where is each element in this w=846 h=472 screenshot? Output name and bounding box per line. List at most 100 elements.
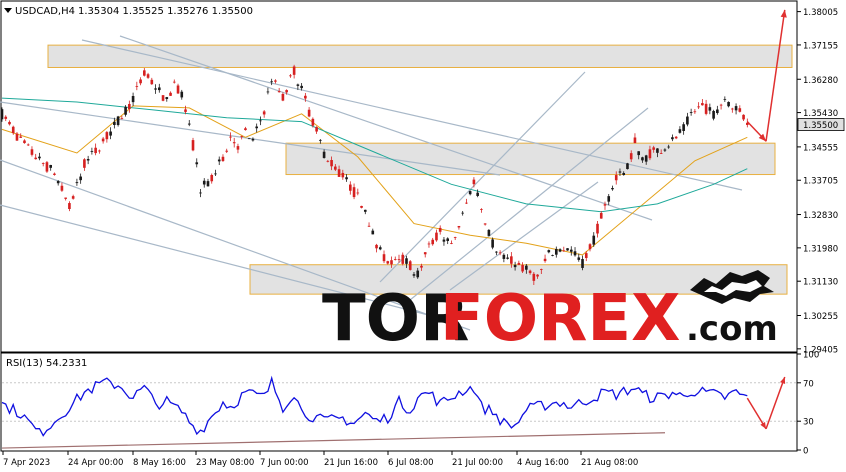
price-tick-label: 1.35430: [803, 109, 838, 119]
price-tick-label: 1.31980: [803, 244, 838, 254]
candle-body: [240, 136, 244, 138]
candle-body: [622, 172, 626, 176]
time-axis: 7 Apr 2023 24 Apr 00:00 8 May 16:00 23 May …: [2, 451, 638, 468]
candle-body: [581, 259, 584, 268]
candle-body: [734, 106, 738, 111]
candle-body: [540, 269, 543, 270]
candle-body: [15, 133, 19, 141]
watermark-logo: TOR FOREX .com: [322, 270, 778, 356]
candle-body: [656, 148, 659, 153]
watermark-forex: FOREX: [440, 282, 680, 356]
candle-body: [105, 132, 109, 140]
candle-body: [435, 232, 438, 241]
candle-body: [221, 156, 225, 162]
time-tick-label: 6 Jul 08:00: [388, 458, 434, 468]
candle-body: [352, 187, 356, 198]
candle-body: [547, 250, 551, 253]
candle-body: [210, 174, 214, 182]
candle-body: [143, 70, 146, 76]
candle-body: [307, 109, 311, 117]
candle-body: [116, 116, 120, 126]
candle-body: [671, 137, 674, 140]
candle-body: [465, 202, 468, 204]
forecast-arrows: [746, 9, 787, 142]
candle-body: [315, 127, 318, 132]
candle-body: [453, 237, 457, 238]
watermark-com: .com: [686, 309, 778, 349]
candle-body: [674, 136, 678, 139]
time-tick-label: 24 Apr 00:00: [68, 458, 123, 468]
candle-body: [360, 205, 363, 208]
candle-body: [236, 146, 240, 150]
candle-body: [431, 239, 435, 245]
candle-body: [71, 196, 75, 199]
candle-body: [232, 142, 236, 144]
candle-body: [371, 230, 375, 235]
candle-body: [304, 95, 307, 99]
candle-body: [438, 227, 442, 232]
candle-body: [225, 150, 229, 152]
candle-body: [0, 109, 4, 120]
candle-body: [23, 140, 26, 144]
candle-body: [626, 163, 629, 170]
candle-body: [641, 157, 644, 161]
time-tick-label: 8 May 16:00: [133, 458, 186, 468]
price-tick-label: 1.33705: [803, 177, 838, 187]
current-price-label: 1.35500: [803, 121, 838, 131]
candle-body: [109, 131, 112, 136]
candle-body: [678, 129, 682, 133]
candle-body: [401, 254, 405, 264]
time-tick-label: 21 Aug 08:00: [581, 458, 638, 468]
candle-body: [588, 244, 592, 250]
candle-body: [723, 98, 727, 100]
candle-body: [633, 137, 637, 144]
candle-body: [716, 109, 719, 114]
candle-body: [712, 110, 715, 119]
price-forecast-arrow-2: [765, 9, 786, 142]
candle-body: [659, 153, 663, 154]
candle-body: [176, 85, 180, 94]
candle-body: [457, 225, 461, 228]
candle-body: [124, 106, 127, 115]
candle-body: [746, 122, 749, 125]
candle-body: [98, 150, 101, 152]
zone-2: [285, 142, 776, 176]
candle-body: [596, 223, 599, 234]
candle-body: [229, 136, 232, 138]
candle-body: [184, 109, 187, 112]
rsi-tick-label: 30: [803, 418, 814, 428]
rsi-forecast-arrow-head-1: [760, 421, 767, 429]
trendline-1: [81, 39, 743, 191]
rsi-forecast-arrow-head-2: [780, 377, 786, 385]
candle-body: [510, 256, 513, 264]
rsi-forecast-arrow-2: [765, 376, 786, 430]
candle-body: [408, 261, 412, 270]
candle-body: [525, 265, 528, 270]
dropdown-triangle-icon[interactable]: [4, 8, 12, 13]
candle-body: [423, 252, 427, 255]
ohlc-values: 1.35304 1.35525 1.35276 1.35500: [78, 6, 253, 17]
candle-body: [337, 169, 341, 177]
candle-body: [49, 164, 52, 168]
candle-body: [476, 192, 479, 196]
candle-body: [146, 74, 150, 78]
candle-body: [94, 147, 97, 154]
candle-body: [154, 88, 157, 90]
candle-body: [611, 187, 614, 190]
candle-body: [502, 254, 506, 259]
candle-body: [330, 159, 333, 167]
candle-body: [113, 121, 116, 125]
candle-body: [38, 156, 41, 159]
candle-body: [536, 274, 539, 277]
price-axis: 1.38005 1.37155 1.36280 1.35430 1.34555 1.337…: [797, 8, 845, 355]
current-price-box: [797, 118, 845, 132]
candle-body: [120, 118, 124, 120]
candle-body: [487, 229, 491, 236]
candle-body: [382, 254, 386, 262]
candle-body: [8, 121, 11, 125]
candle-body: [206, 181, 210, 187]
ma-fast-line: [1, 105, 748, 256]
candle-body: [416, 270, 420, 278]
